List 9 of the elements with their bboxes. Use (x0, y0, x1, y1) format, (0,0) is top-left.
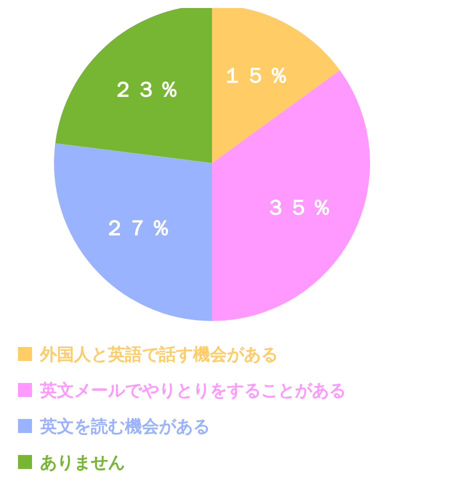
data-label: ２７％ (104, 216, 174, 240)
data-label: １５％ (222, 64, 291, 88)
pie-slice (54, 143, 212, 321)
legend-label: 英文メールでやりとりをすることがある (40, 380, 346, 402)
legend-label: ありません (40, 452, 125, 474)
legend-label: 外国人と英語で話す機会がある (40, 344, 278, 366)
data-label: ２３％ (112, 78, 182, 102)
legend-label: 英文を読む機会がある (40, 416, 210, 438)
data-label: ３５％ (264, 195, 334, 220)
